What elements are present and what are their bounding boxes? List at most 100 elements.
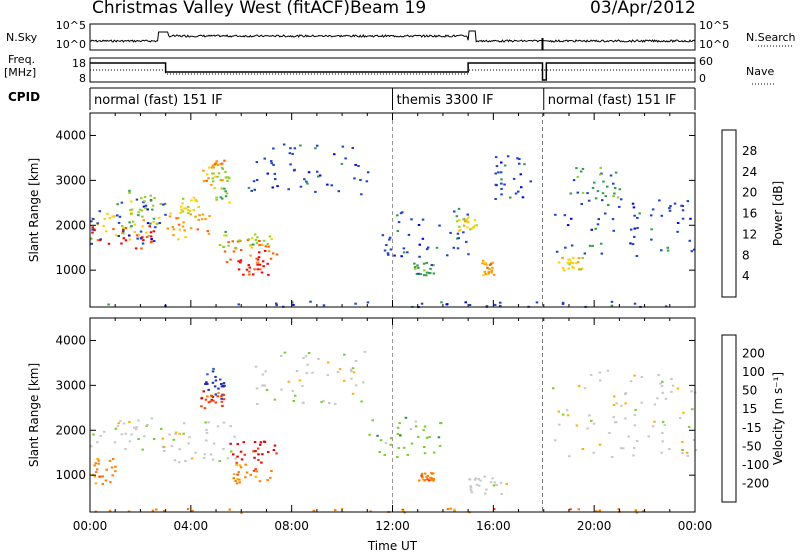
power-echo [128, 189, 131, 192]
velocity-echo [333, 402, 337, 405]
velocity-echo [294, 394, 297, 397]
velocity-echo [423, 452, 427, 455]
velocity-echo [592, 422, 596, 425]
velocity-echo [569, 508, 572, 511]
velocity-echo [326, 374, 329, 377]
power-echo [487, 272, 490, 275]
power-colorbar-label: Power [dB] [771, 181, 785, 246]
power-echo [494, 172, 497, 175]
velocity-echo [633, 374, 636, 377]
power-echo [181, 225, 185, 228]
velocity-echo [207, 421, 210, 424]
velocity-echo [244, 463, 247, 466]
power-echo [633, 235, 636, 238]
velocity-echo [161, 437, 165, 440]
power-echo [500, 193, 503, 196]
power-echo [567, 258, 570, 261]
power-echo [222, 245, 225, 248]
velocity-echo [302, 357, 305, 360]
power-echo [464, 301, 467, 304]
power-echo [467, 216, 470, 219]
power-echo [591, 186, 595, 189]
power-echo [299, 144, 302, 147]
power-echo [438, 224, 441, 227]
power-echo [140, 247, 143, 250]
velocity-echo [113, 441, 117, 444]
power-echo [483, 270, 487, 273]
velocity-echo [119, 420, 122, 423]
nave-trace [90, 69, 695, 75]
power-echo [139, 230, 143, 233]
power-echo [609, 174, 613, 177]
power-echo [231, 240, 234, 243]
velocity-echo [577, 385, 581, 388]
velocity-echo [163, 509, 166, 512]
power-echo [415, 272, 419, 275]
velocity-echo [261, 384, 264, 387]
velocity-echo [561, 413, 565, 416]
velocity-echo [200, 397, 203, 400]
velocity-echo [396, 432, 400, 435]
power-echo [629, 228, 633, 231]
velocity-ylabel: Slant Range [km] [27, 363, 41, 467]
velocity-echo [404, 416, 408, 419]
power-echo [245, 268, 249, 271]
power-echo [397, 221, 401, 224]
velocity-echo [190, 457, 194, 460]
velocity-echo [235, 482, 239, 485]
velocity-echo [220, 397, 223, 400]
power-echo [264, 245, 268, 248]
cpid-label: CPID [8, 90, 40, 104]
velocity-echo [174, 431, 178, 434]
power-echo [134, 247, 138, 250]
velocity-echo [232, 453, 235, 456]
power-echo [344, 157, 347, 160]
power-echo [187, 205, 190, 208]
power-echo [210, 166, 214, 169]
velocity-echo [679, 417, 682, 420]
power-echo [587, 199, 591, 202]
power-echo [112, 228, 115, 231]
power-echo [413, 266, 417, 269]
power-echo [475, 224, 478, 227]
power-echo [152, 230, 156, 233]
power-echo [152, 220, 155, 223]
velocity-colorbar-tick-6: -100 [742, 458, 769, 472]
power-echo [192, 196, 196, 199]
power-echo [494, 198, 497, 200]
velocity-echo [350, 370, 353, 373]
xtick-label-2: 08:00 [274, 519, 309, 533]
velocity-echo [212, 399, 215, 402]
power-echo [254, 238, 258, 241]
velocity-echo [220, 395, 223, 398]
velocity-echo [155, 508, 158, 511]
power-echo [223, 159, 226, 162]
velocity-echo [191, 509, 194, 512]
velocity-echo [617, 508, 621, 510]
power-echo [143, 196, 147, 198]
power-echo [489, 263, 492, 266]
cpid-segment-label-2: normal (fast) 151 IF [548, 93, 677, 108]
power-colorbar-tick-6: 4 [742, 269, 750, 283]
power-echo [469, 228, 472, 231]
power-echo [567, 267, 571, 270]
velocity-colorbar-label: Velocity [m s⁻¹] [771, 372, 785, 465]
power-echo [116, 214, 119, 217]
velocity-echo [163, 446, 166, 449]
velocity-echo [566, 409, 569, 412]
velocity-echo [232, 473, 236, 475]
power-echo [270, 160, 273, 163]
velocity-echo [210, 395, 213, 398]
velocity-echo [398, 422, 401, 425]
velocity-echo [640, 376, 644, 378]
power-echo [681, 205, 684, 207]
power-echo [187, 212, 190, 215]
velocity-echo [211, 381, 215, 384]
power-echo [673, 202, 677, 205]
power-echo [124, 239, 128, 242]
power-echo [569, 192, 572, 195]
nsky-label: N.Sky [6, 31, 38, 44]
velocity-echo [105, 468, 108, 471]
power-echo [579, 268, 582, 271]
velocity-echo [389, 443, 392, 446]
